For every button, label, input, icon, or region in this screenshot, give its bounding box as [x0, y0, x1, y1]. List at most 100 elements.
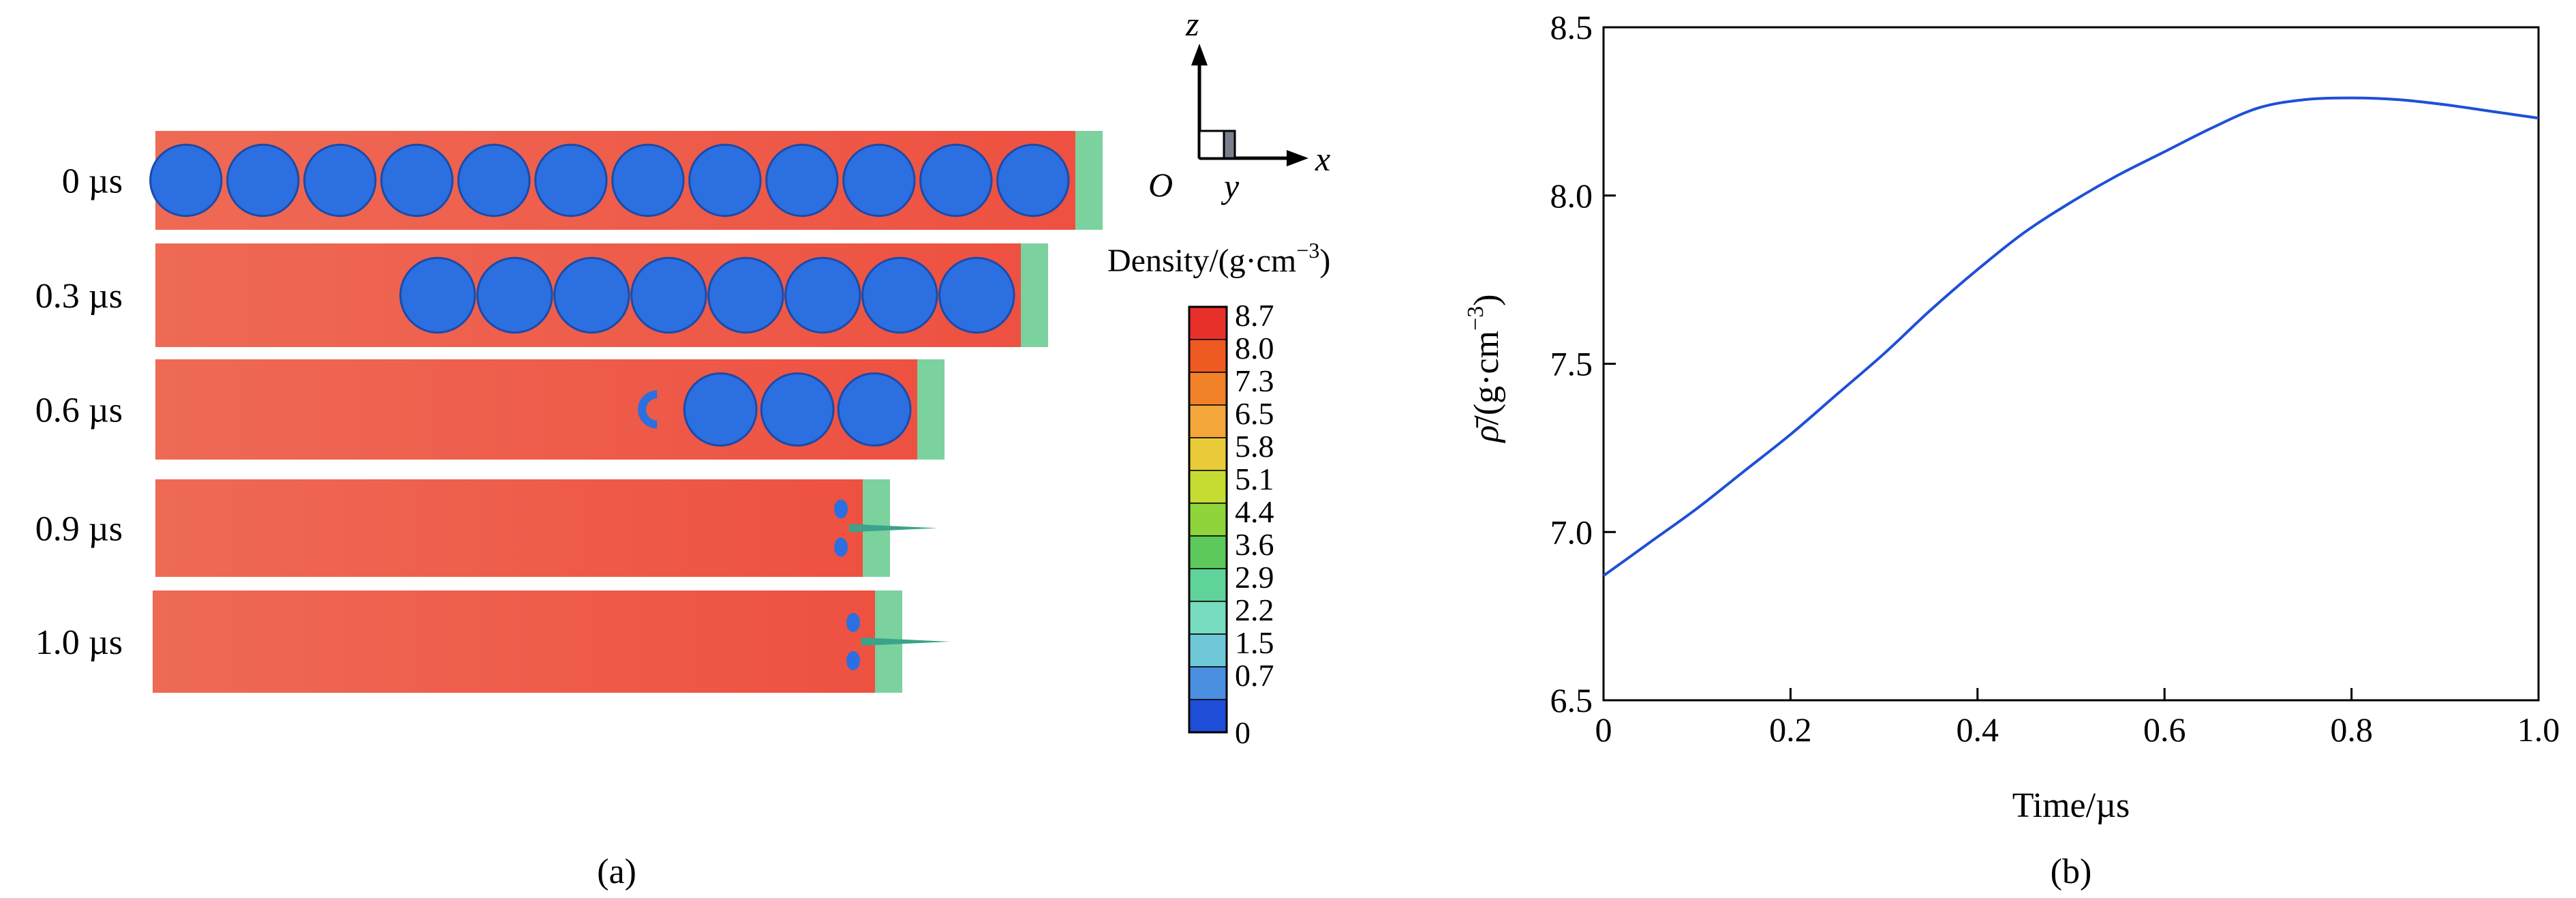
void-sphere: [837, 372, 912, 447]
void-sphere: [919, 143, 993, 218]
plot-frame: [1602, 26, 2540, 702]
x-tick-label: 0.6: [2143, 710, 2186, 749]
colorbar-swatch: [1189, 470, 1227, 504]
void-sphere: [996, 143, 1070, 218]
colorbar-tick-label: 2.9: [1235, 560, 1274, 595]
frame-time-label: 0.6 µs: [35, 391, 123, 430]
frame-time-label: 0 µs: [62, 162, 123, 201]
x-ticks: 0 0.2 0.4 0.6 0.8 1.0: [1595, 688, 2560, 749]
colorbar-tick-label: 5.1: [1235, 462, 1274, 496]
panel-b-label: (b): [2051, 852, 2092, 891]
void-sphere: [707, 256, 784, 334]
axis-z-label: z: [1185, 5, 1199, 43]
axis-origin-label: O: [1148, 166, 1173, 204]
x-tick-label: 0: [1595, 710, 1612, 749]
void-fragment: [834, 499, 848, 519]
colorbar-swatch: [1189, 601, 1227, 635]
void-sphere: [784, 256, 861, 334]
colorbar-swatch: [1189, 503, 1227, 537]
jet-front: [1021, 243, 1048, 347]
void-sphere: [303, 143, 377, 218]
x-tick-label: 0.8: [2330, 710, 2373, 749]
frame-1: 0.3 µs: [35, 243, 1048, 347]
density-series-line: [1602, 96, 2539, 578]
void-sphere: [765, 143, 839, 218]
void-sphere: [457, 143, 531, 218]
void-fragment: [846, 613, 860, 632]
axis-x-label: x: [1315, 140, 1330, 178]
x-tick-label: 0.2: [1769, 710, 1812, 749]
frame-time-label: 0.3 µs: [35, 277, 123, 316]
colorbar-tick-label: 0.7: [1235, 658, 1274, 693]
y-tick-label: 7.0: [1550, 513, 1593, 551]
void-sphere: [149, 143, 223, 218]
panel-a-label: (a): [597, 852, 637, 891]
void-sphere: [399, 256, 476, 334]
frame-time-label: 0.9 µs: [35, 510, 123, 549]
colorbar-swatch: [1189, 437, 1227, 471]
void-sphere: [476, 256, 553, 334]
colorbar-tick-label: 5.8: [1235, 429, 1274, 464]
void-sphere: [380, 143, 454, 218]
x-axis-label: Time/µs: [2012, 786, 2130, 825]
axes-triad: z x y O: [1148, 5, 1330, 205]
panel-a-simulation: 0 µs 0.3 µs 0.6 µs 0.9 µs 1.0 µs: [35, 131, 1103, 693]
jet-tip: [849, 524, 938, 533]
y-tick-label: 8.0: [1550, 177, 1593, 215]
jet-tip: [861, 638, 950, 646]
axis-y-label: y: [1221, 167, 1240, 205]
colorbar-swatch: [1189, 306, 1227, 340]
void-sphere: [861, 256, 938, 334]
colorbar-swatch: [1189, 372, 1227, 406]
colorbar-swatch: [1189, 568, 1227, 602]
copper-liner: [155, 479, 890, 577]
colorbar-tick-label: 6.5: [1235, 396, 1274, 431]
frame-4: 1.0 µs: [35, 590, 950, 693]
colorbar-tick-label: 8.0: [1235, 331, 1274, 365]
void-sphere: [534, 143, 608, 218]
frame-3: 0.9 µs: [35, 479, 938, 577]
x-tick-label: 0.4: [1957, 710, 1999, 749]
frame-0: 0 µs: [62, 131, 1103, 230]
colorbar-swatch: [1189, 535, 1227, 569]
void-sphere: [842, 143, 916, 218]
copper-liner: [153, 590, 902, 693]
y-axis-label: ρ̄/(g·cm−3): [1463, 294, 1506, 443]
colorbar: Density/(g·cm−3) 8.78.07.36.55.85.14.43.…: [1107, 238, 1330, 750]
colorbar-swatch: [1189, 666, 1227, 700]
colorbar-title: Density/(g·cm−3): [1107, 238, 1330, 279]
x-tick-label: 1.0: [2517, 710, 2560, 749]
colorbar-tick-label: 8.7: [1235, 298, 1274, 333]
colorbar-tick-label: 7.3: [1235, 363, 1274, 398]
frame-time-label: 1.0 µs: [35, 623, 123, 662]
colorbar-swatch: [1189, 633, 1227, 668]
jet-front: [1075, 131, 1103, 230]
void-sphere: [683, 372, 758, 447]
void-sphere: [553, 256, 630, 334]
y-tick-label: 6.5: [1550, 681, 1593, 719]
void-fragment: [834, 537, 848, 557]
void-sphere: [611, 143, 685, 218]
colorbar-tick-label: 4.4: [1235, 494, 1274, 529]
colorbar-swatch: [1189, 404, 1227, 438]
y-tick-label: 7.5: [1550, 345, 1593, 383]
void-collapsing: [638, 390, 658, 429]
y-tick-label: 8.5: [1550, 8, 1593, 46]
colorbar-swatch: [1189, 699, 1227, 733]
void-sphere: [760, 372, 835, 447]
y-ticks: 6.5 7.0 7.5 8.0 8.5: [1550, 8, 1616, 719]
void-fragment: [846, 651, 860, 670]
colorbar-tick-label: 3.6: [1235, 527, 1274, 562]
colorbar-tick-label: 2.2: [1235, 593, 1274, 627]
frame-2: 0.6 µs: [35, 359, 945, 460]
panel-b-chart: 0 0.2 0.4 0.6 0.8 1.0 6.5 7.0 7.5 8.0 8.5 Time/µs…: [1463, 8, 2560, 891]
void-sphere: [226, 143, 300, 218]
jet-front: [917, 359, 945, 460]
colorbar-tick-label: 0: [1235, 715, 1251, 750]
void-sphere: [630, 256, 707, 334]
colorbar-tick-label: 1.5: [1235, 625, 1274, 660]
void-sphere: [938, 256, 1015, 334]
colorbar-swatch: [1189, 339, 1227, 373]
void-sphere: [688, 143, 762, 218]
